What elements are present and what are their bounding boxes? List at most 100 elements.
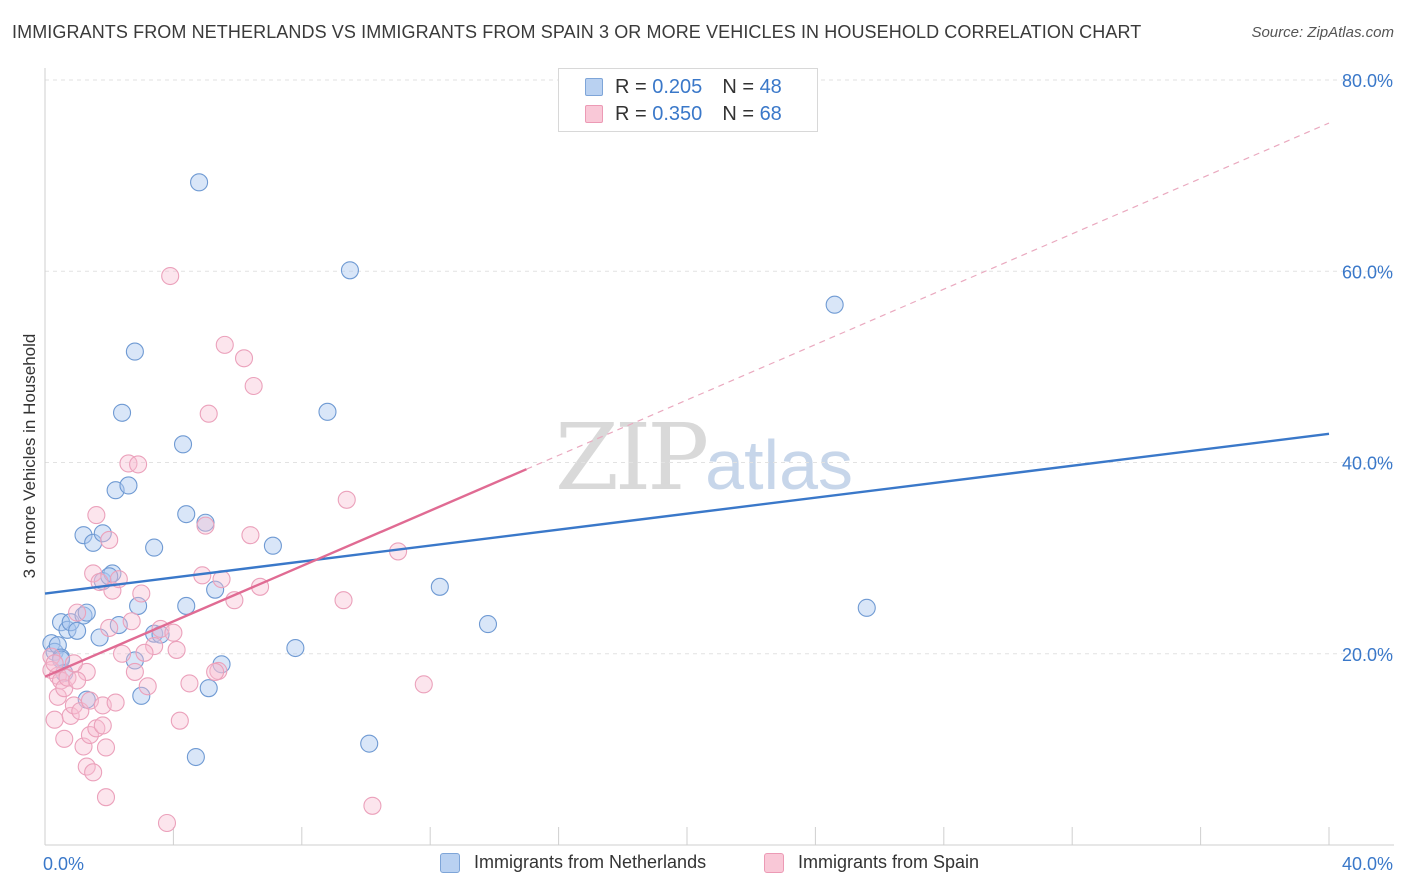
- data-point: [96, 738, 116, 757]
- data-point: [68, 621, 87, 640]
- data-point: [199, 679, 218, 698]
- legend-item-netherlands: Immigrants from Netherlands: [440, 852, 706, 873]
- series-spain: [42, 266, 433, 833]
- data-point: [106, 693, 125, 712]
- r-value: 0.205: [652, 75, 703, 98]
- data-point: [286, 638, 305, 658]
- data-point: [430, 577, 449, 596]
- data-point: [112, 644, 132, 663]
- data-point: [340, 261, 360, 280]
- data-point: [80, 725, 99, 745]
- stats-legend: R = 0.205 N = 48 R = 0.350 N = 68: [558, 68, 818, 132]
- data-point: [129, 455, 148, 474]
- data-point: [215, 335, 234, 354]
- series-netherlands: [42, 173, 876, 767]
- data-point: [161, 266, 180, 286]
- data-point: [190, 173, 209, 192]
- y-tick-label: 40.0%: [1342, 454, 1393, 474]
- data-point: [414, 675, 433, 694]
- n-label: N =: [722, 75, 754, 98]
- y-tick-label: 80.0%: [1342, 71, 1393, 91]
- data-point: [90, 628, 109, 647]
- data-point: [478, 615, 498, 634]
- data-point: [68, 671, 87, 690]
- data-point: [125, 342, 144, 361]
- netherlands-swatch: [585, 78, 603, 96]
- r-label: R =: [615, 102, 647, 125]
- data-point: [122, 612, 141, 631]
- data-point: [138, 677, 157, 696]
- axes: [44, 68, 1394, 846]
- tick-labels: 20.0% 40.0% 60.0% 80.0% 0.0% 40.0%: [43, 71, 1393, 874]
- data-point: [363, 796, 382, 815]
- data-point: [125, 662, 144, 681]
- data-point: [100, 530, 119, 550]
- data-point: [177, 596, 196, 615]
- data-point: [93, 716, 112, 735]
- data-point: [186, 747, 205, 767]
- data-point: [112, 403, 132, 422]
- data-point: [45, 710, 64, 729]
- legend-label-spain: Immigrants from Spain: [798, 852, 980, 872]
- data-point: [318, 402, 337, 421]
- data-point: [74, 737, 93, 756]
- data-point: [177, 505, 196, 524]
- watermark-zip: ZIP: [555, 404, 709, 511]
- data-point: [119, 476, 138, 495]
- data-point: [167, 640, 186, 659]
- data-point: [334, 591, 353, 610]
- watermark: ZIPatlas: [555, 404, 853, 511]
- data-point: [132, 584, 151, 603]
- data-point: [100, 618, 119, 637]
- source-credit: Source: ZipAtlas.com: [1251, 24, 1394, 41]
- data-point: [173, 435, 193, 454]
- legend-label-netherlands: Immigrants from Netherlands: [474, 852, 707, 872]
- data-point: [145, 538, 164, 557]
- data-point: [61, 706, 80, 725]
- trend-line-netherlands: [44, 432, 1330, 595]
- data-point: [93, 524, 112, 543]
- data-point: [180, 674, 199, 693]
- trend-line-spain: [44, 468, 527, 678]
- data-point: [337, 490, 356, 509]
- stats-row-spain: R = 0.350 N = 68: [585, 102, 782, 126]
- data-point: [157, 813, 177, 833]
- data-point: [145, 637, 164, 656]
- legend-item-spain: Immigrants from Spain: [764, 852, 979, 873]
- data-point: [164, 623, 183, 642]
- data-point: [68, 603, 87, 622]
- data-point: [55, 729, 74, 748]
- chart-title: IMMIGRANTS FROM NETHERLANDS VS IMMIGRANT…: [12, 22, 1142, 42]
- n-value: 48: [759, 75, 782, 98]
- data-point: [77, 603, 96, 622]
- data-point: [360, 734, 379, 753]
- data-point: [74, 526, 93, 545]
- data-point: [241, 526, 260, 545]
- data-point: [199, 404, 218, 423]
- x-tick-label: 40.0%: [1342, 854, 1393, 874]
- data-point: [206, 662, 225, 681]
- data-point: [96, 788, 116, 807]
- data-point: [825, 295, 844, 314]
- spain-legend-swatch: [764, 852, 784, 873]
- data-points: [42, 173, 876, 833]
- trend-lines: [44, 122, 1330, 678]
- y-tick-label: 60.0%: [1342, 262, 1393, 282]
- r-value: 0.350: [652, 102, 703, 125]
- data-point: [857, 598, 876, 617]
- data-point: [135, 643, 154, 662]
- stats-row-netherlands: R = 0.205 N = 48: [585, 75, 782, 99]
- data-point: [132, 686, 151, 705]
- data-point: [206, 580, 225, 599]
- data-point: [244, 376, 263, 396]
- y-tick-label: 20.0%: [1342, 645, 1393, 665]
- x-tick-label: 0.0%: [43, 854, 84, 874]
- data-point: [196, 516, 215, 535]
- n-value: 68: [759, 102, 782, 125]
- data-point: [84, 763, 103, 782]
- data-point: [170, 711, 189, 730]
- y-axis-label: 3 or more Vehicles in Household: [20, 333, 39, 579]
- data-point: [263, 536, 282, 555]
- spain-swatch: [585, 105, 603, 123]
